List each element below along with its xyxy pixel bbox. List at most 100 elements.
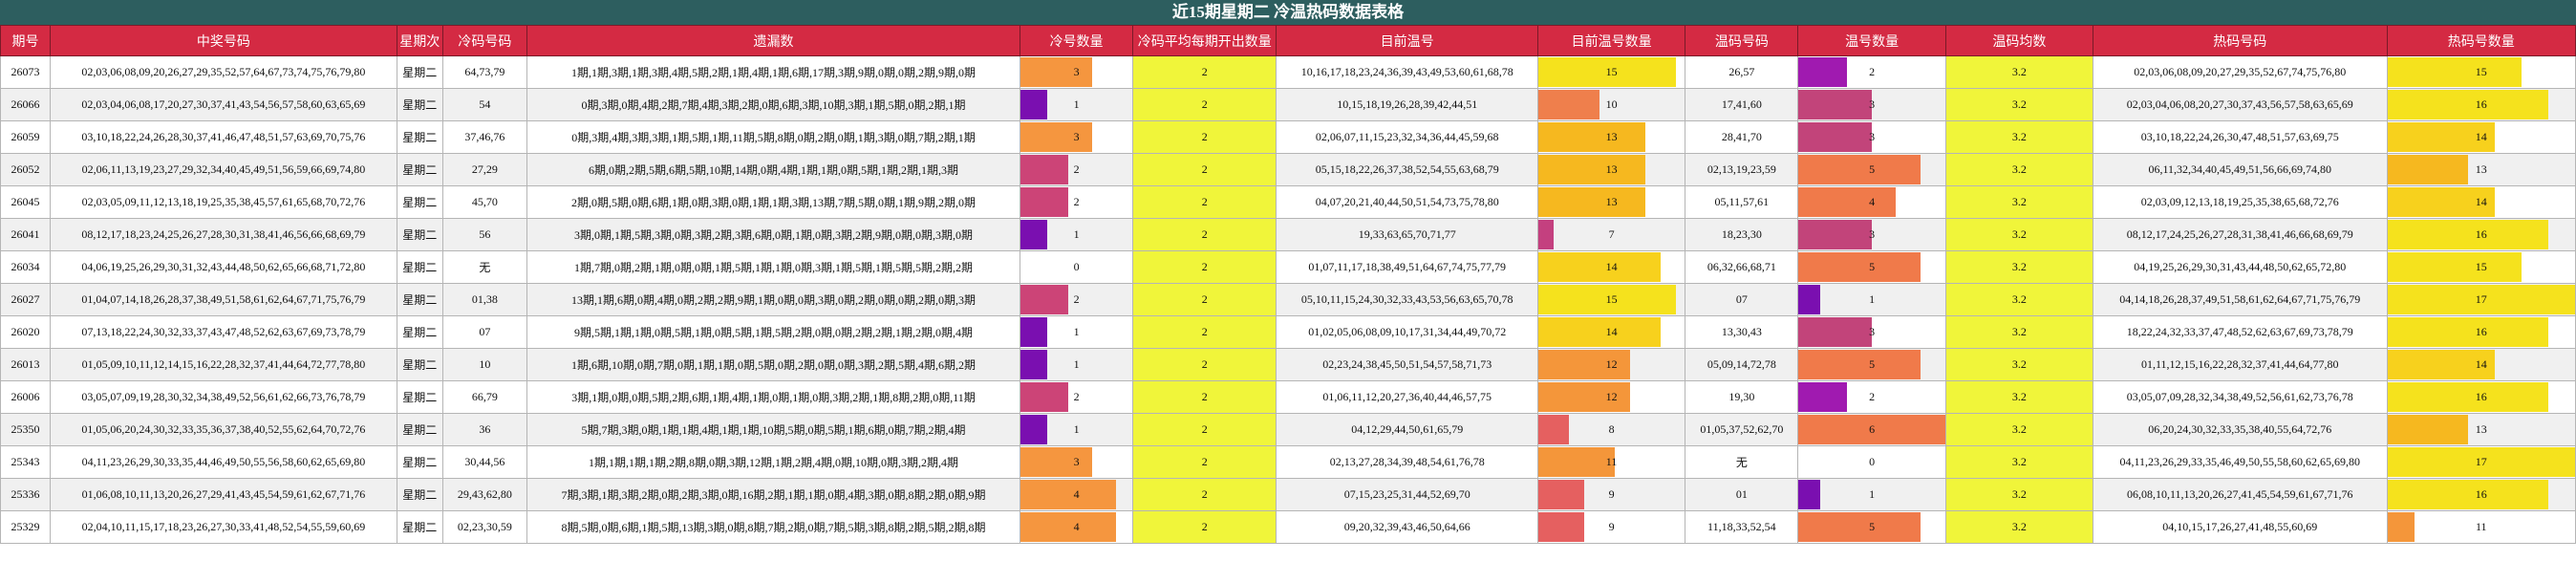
col-header-cold-count: 冷号数量 — [1019, 25, 1134, 56]
cell-current-warm-count: 9 — [1536, 478, 1686, 511]
table-row: 26013 01,05,09,10,11,12,14,15,16,22,28,32… — [0, 348, 2576, 381]
cell-warm-average: 3.2 — [1944, 185, 2094, 219]
count-label: 2 — [1869, 65, 1876, 78]
count-label: 5 — [1869, 162, 1876, 176]
cell-current-warm: 02,23,24,38,45,50,51,54,57,58,71,73 — [1276, 348, 1538, 381]
count-label: 13 — [1605, 162, 1618, 176]
cell-winning-numbers: 03,10,18,22,24,26,28,30,37,41,46,47,48,5… — [50, 120, 397, 154]
count-label: 5 — [1869, 520, 1876, 533]
count-label: 9 — [1608, 487, 1615, 501]
count-label: 16 — [2475, 97, 2487, 111]
count-label: 4 — [1073, 487, 1080, 501]
cell-hot-numbers: 02,03,06,08,09,20,27,29,35,52,67,74,75,7… — [2093, 55, 2388, 89]
cell-miss-counts: 1期,1期,1期,1期,2期,8期,0期,3期,12期,1期,2期,4期,0期,… — [526, 445, 1020, 479]
cell-cold-count: 1 — [1019, 218, 1134, 251]
cell-hot-count: 13 — [2386, 413, 2576, 446]
cell-winning-numbers: 02,04,10,11,15,17,18,23,26,27,30,33,41,4… — [50, 510, 397, 544]
cell-cold-numbers: 01,38 — [441, 283, 528, 316]
data-table: 期号 中奖号码 星期次 冷码号码 遗漏数 冷号数量 冷码平均每期开出数量 目前温… — [0, 25, 2576, 544]
cell-cold-count: 2 — [1019, 283, 1134, 316]
cell-cold-count: 2 — [1019, 185, 1134, 219]
cell-cold-average: 2 — [1132, 120, 1277, 154]
cell-warm-average: 3.2 — [1944, 380, 2094, 414]
table-row: 26066 02,03,04,06,08,17,20,27,30,37,41,43… — [0, 88, 2576, 121]
count-label: 16 — [2475, 227, 2487, 241]
count-label: 2 — [1073, 292, 1080, 306]
count-bar-fill — [1798, 155, 1921, 184]
cell-hot-numbers: 06,08,10,11,13,20,26,27,41,45,54,59,61,6… — [2093, 478, 2388, 511]
cell-hot-count: 14 — [2386, 185, 2576, 219]
cell-current-warm-count: 7 — [1536, 218, 1686, 251]
table-row: 26027 01,04,07,14,18,26,28,37,38,49,51,58… — [0, 283, 2576, 316]
col-header-warm-now-count: 目前温号数量 — [1536, 25, 1686, 56]
cell-winning-numbers: 02,03,05,09,11,12,13,18,19,25,35,38,45,5… — [50, 185, 397, 219]
cell-cold-numbers: 10 — [441, 348, 528, 381]
count-label: 2 — [1073, 195, 1080, 208]
count-bar-fill — [1538, 382, 1630, 412]
cell-issue: 25329 — [0, 510, 52, 544]
count-bar-fill — [2388, 187, 2495, 217]
cell-warm-numbers: 06,32,66,68,71 — [1685, 250, 1799, 284]
cell-warm-count: 0 — [1797, 445, 1946, 479]
cell-current-warm: 01,06,11,12,20,27,36,40,44,46,57,75 — [1276, 380, 1538, 414]
cell-cold-count: 1 — [1019, 413, 1134, 446]
count-bar-fill — [1020, 415, 1048, 444]
cell-current-warm-count: 13 — [1536, 185, 1686, 219]
cell-hot-count: 16 — [2386, 315, 2576, 349]
cell-warm-count: 4 — [1797, 185, 1946, 219]
cell-miss-counts: 3期,0期,1期,5期,3期,0期,3期,2期,3期,6期,0期,1期,0期,3… — [526, 218, 1020, 251]
table-row: 26034 04,06,19,25,26,29,30,31,32,43,44,48… — [0, 250, 2576, 284]
count-label: 11 — [2476, 520, 2487, 533]
count-label: 10 — [1605, 97, 1618, 111]
count-label: 17 — [2475, 292, 2487, 306]
cell-warm-count: 3 — [1797, 120, 1946, 154]
cell-warm-average: 3.2 — [1944, 478, 2094, 511]
cell-hot-count: 15 — [2386, 55, 2576, 89]
cell-hot-numbers: 04,10,15,17,26,27,41,48,55,60,69 — [2093, 510, 2388, 544]
col-header-hot-count: 热码号数量 — [2386, 25, 2576, 56]
cell-warm-average: 3.2 — [1944, 153, 2094, 186]
count-label: 8 — [1608, 422, 1615, 436]
count-label: 2 — [1073, 162, 1080, 176]
cell-winning-numbers: 02,03,06,08,09,20,26,27,29,35,52,57,64,6… — [50, 55, 397, 89]
col-header-cold: 冷码号码 — [441, 25, 528, 56]
cell-miss-counts: 0期,3期,4期,3期,3期,1期,5期,1期,11期,5期,8期,0期,2期,… — [526, 120, 1020, 154]
table-row: 25336 01,06,08,10,11,13,20,26,27,29,41,43… — [0, 478, 2576, 511]
table-row: 25350 01,05,06,20,24,30,32,33,35,36,37,38… — [0, 413, 2576, 446]
cell-weekday: 星期二 — [396, 250, 443, 284]
cell-issue: 25343 — [0, 445, 52, 479]
cell-warm-numbers: 01 — [1685, 478, 1799, 511]
cell-cold-average: 2 — [1132, 88, 1277, 121]
cell-warm-average: 3.2 — [1944, 413, 2094, 446]
table-row: 26041 08,12,17,18,23,24,25,26,27,28,30,31… — [0, 218, 2576, 251]
cell-miss-counts: 2期,0期,5期,0期,6期,1期,0期,3期,0期,1期,1期,3期,13期,… — [526, 185, 1020, 219]
cell-winning-numbers: 04,06,19,25,26,29,30,31,32,43,44,48,50,6… — [50, 250, 397, 284]
cell-cold-count: 1 — [1019, 88, 1134, 121]
count-label: 3 — [1073, 65, 1080, 78]
cell-current-warm-count: 15 — [1536, 55, 1686, 89]
count-bar-fill — [2388, 252, 2522, 282]
cell-issue: 26052 — [0, 153, 52, 186]
cell-cold-count: 2 — [1019, 380, 1134, 414]
cell-cold-count: 2 — [1019, 153, 1134, 186]
cell-warm-count: 2 — [1797, 55, 1946, 89]
cell-issue: 26020 — [0, 315, 52, 349]
cell-hot-numbers: 06,11,32,34,40,45,49,51,56,66,69,74,80 — [2093, 153, 2388, 186]
cell-weekday: 星期二 — [396, 380, 443, 414]
count-bar-fill — [1798, 512, 1921, 542]
cell-current-warm: 09,20,32,39,43,46,50,64,66 — [1276, 510, 1538, 544]
cell-issue: 26013 — [0, 348, 52, 381]
cell-warm-numbers: 28,41,70 — [1685, 120, 1799, 154]
cell-weekday: 星期二 — [396, 153, 443, 186]
cell-cold-average: 2 — [1132, 315, 1277, 349]
count-bar-fill — [1798, 480, 1821, 509]
count-label: 1 — [1073, 227, 1080, 241]
cell-weekday: 星期二 — [396, 445, 443, 479]
cell-warm-count: 1 — [1797, 478, 1946, 511]
cell-hot-count: 16 — [2386, 380, 2576, 414]
cell-warm-numbers: 19,30 — [1685, 380, 1799, 414]
cell-warm-numbers: 01,05,37,52,62,70 — [1685, 413, 1799, 446]
cell-hot-numbers: 04,19,25,26,29,30,31,43,44,48,50,62,65,7… — [2093, 250, 2388, 284]
count-label: 14 — [1605, 325, 1618, 338]
cell-weekday: 星期二 — [396, 185, 443, 219]
